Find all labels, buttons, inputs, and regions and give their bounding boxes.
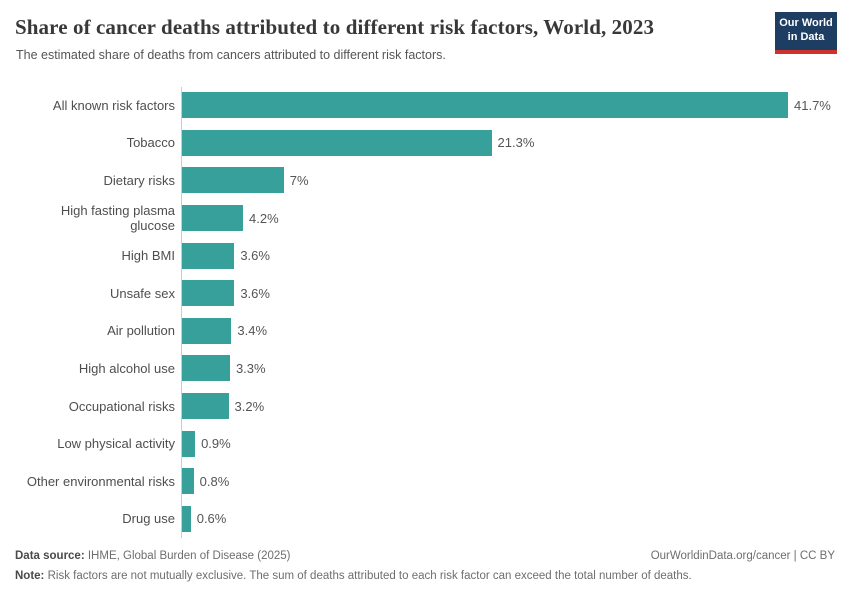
bar[interactable] xyxy=(182,280,235,307)
bar-row: Air pollution 3.4% xyxy=(15,312,835,350)
y-axis-line xyxy=(181,86,182,538)
bar[interactable] xyxy=(182,92,788,119)
note-label: Note: xyxy=(15,570,45,583)
bar[interactable] xyxy=(182,205,244,232)
bar[interactable] xyxy=(182,468,194,495)
bar-track: 0.9% xyxy=(175,430,835,457)
bar-track: 7% xyxy=(175,167,835,194)
bar-chart: All known risk factors 41.7% Tobacco 21.3% D… xyxy=(15,86,835,538)
owid-logo-line1: Our World xyxy=(779,17,833,29)
bar[interactable] xyxy=(182,317,232,344)
bar-track: 3.6% xyxy=(175,242,835,269)
category-label: All known risk factors xyxy=(52,97,175,113)
bar-row: High alcohol use 3.3% xyxy=(15,350,835,388)
owid-logo: Our World in Data xyxy=(775,12,837,54)
category-label: Low physical activity xyxy=(57,436,175,452)
bar-track: 3.6% xyxy=(175,280,835,307)
bar-track: 3.4% xyxy=(175,317,835,344)
value-label: 4.2% xyxy=(249,210,279,226)
bar[interactable] xyxy=(182,505,191,532)
bar-row: Unsafe sex 3.6% xyxy=(15,274,835,312)
bar[interactable] xyxy=(182,393,229,420)
value-label: 3.2% xyxy=(234,398,265,414)
chart-note: Note: Risk factors are not mutually excl… xyxy=(15,569,835,585)
bar-track: 0.8% xyxy=(175,468,835,495)
data-source-label: Data source: xyxy=(15,549,85,562)
bar-row: Drug use 0.6% xyxy=(15,500,835,538)
chart-header: Share of cancer deaths attributed to dif… xyxy=(0,0,850,64)
category-label: High BMI xyxy=(121,248,175,264)
data-source: Data source: IHME, Global Burden of Dise… xyxy=(15,549,291,565)
bar-track: 3.3% xyxy=(175,355,835,382)
bar[interactable] xyxy=(182,129,492,156)
note-text: Risk factors are not mutually exclusive.… xyxy=(44,570,692,583)
value-label: 3.4% xyxy=(237,323,268,339)
owid-logo-line2: in Data xyxy=(787,30,825,43)
bar-row: Tobacco 21.3% xyxy=(15,124,835,162)
page-title: Share of cancer deaths attributed to dif… xyxy=(15,15,655,39)
category-label: Other environmental risks xyxy=(26,473,175,489)
bar[interactable] xyxy=(182,167,284,194)
bar-row: Dietary risks 7% xyxy=(15,162,835,200)
credit-link[interactable]: OurWorldinData.org/cancer | CC BY xyxy=(650,549,835,562)
bar[interactable] xyxy=(182,430,196,457)
bar-row: Occupational risks 3.2% xyxy=(15,387,835,425)
category-label: High alcohol use xyxy=(78,360,175,376)
value-label: 0.6% xyxy=(196,511,227,527)
bar-row: Low physical activity 0.9% xyxy=(15,425,835,463)
bar-track: 4.2% xyxy=(175,205,835,232)
category-label: Air pollution xyxy=(107,323,175,339)
category-label: Unsafe sex xyxy=(109,285,175,301)
bar-track: 41.7% xyxy=(175,92,835,119)
bar-row: High fasting plasma glucose 4.2% xyxy=(15,199,835,237)
chart-subtitle: The estimated share of deaths from cance… xyxy=(16,48,446,63)
value-label: 7% xyxy=(289,172,309,188)
category-label: High fasting plasma glucose xyxy=(60,203,175,234)
category-label: Drug use xyxy=(122,511,175,527)
value-label: 3.6% xyxy=(240,285,270,301)
bar[interactable] xyxy=(182,355,230,382)
value-label: 3.6% xyxy=(240,248,270,264)
data-source-text: IHME, Global Burden of Disease (2025) xyxy=(84,549,291,562)
bar-track: 0.6% xyxy=(175,505,835,532)
value-label: 3.3% xyxy=(235,360,266,376)
bar[interactable] xyxy=(182,242,235,269)
value-label: 0.9% xyxy=(201,436,231,452)
bar-track: 21.3% xyxy=(175,129,835,156)
bar-row: High BMI 3.6% xyxy=(15,237,835,275)
category-label: Tobacco xyxy=(126,135,175,151)
bar-track: 3.2% xyxy=(175,393,835,420)
bar-row: Other environmental risks 0.8% xyxy=(15,462,835,500)
value-label: 21.3% xyxy=(497,135,535,151)
value-label: 0.8% xyxy=(199,473,230,489)
bar-row: All known risk factors 41.7% xyxy=(15,87,835,125)
category-label: Occupational risks xyxy=(68,398,175,414)
category-label: Dietary risks xyxy=(103,172,175,188)
value-label: 41.7% xyxy=(794,97,831,113)
chart-footer: Data source: IHME, Global Burden of Dise… xyxy=(15,549,835,585)
